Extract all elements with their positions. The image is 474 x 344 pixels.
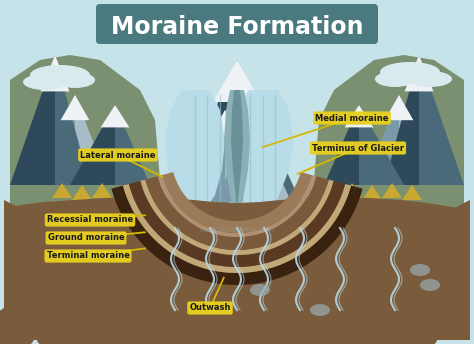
Text: Outwash: Outwash bbox=[189, 303, 231, 312]
Ellipse shape bbox=[55, 72, 95, 88]
Polygon shape bbox=[342, 183, 362, 198]
Polygon shape bbox=[145, 176, 329, 250]
Polygon shape bbox=[364, 95, 399, 185]
Polygon shape bbox=[72, 185, 92, 200]
Polygon shape bbox=[162, 172, 312, 233]
Polygon shape bbox=[30, 95, 75, 185]
Polygon shape bbox=[224, 90, 250, 210]
Polygon shape bbox=[229, 90, 294, 215]
Polygon shape bbox=[115, 105, 150, 185]
Polygon shape bbox=[382, 183, 402, 198]
Polygon shape bbox=[237, 60, 304, 210]
Ellipse shape bbox=[37, 315, 437, 344]
Ellipse shape bbox=[304, 310, 444, 344]
Text: Recessial moraine: Recessial moraine bbox=[47, 215, 133, 225]
Polygon shape bbox=[123, 184, 351, 273]
Polygon shape bbox=[61, 95, 90, 120]
Ellipse shape bbox=[0, 302, 65, 338]
Polygon shape bbox=[112, 185, 132, 200]
Polygon shape bbox=[405, 55, 433, 92]
Text: www.VectorMine.com: www.VectorMine.com bbox=[200, 227, 274, 233]
Polygon shape bbox=[324, 105, 359, 185]
Polygon shape bbox=[231, 90, 243, 208]
Polygon shape bbox=[235, 110, 264, 138]
Polygon shape bbox=[100, 105, 129, 127]
Polygon shape bbox=[111, 185, 363, 285]
Polygon shape bbox=[158, 175, 316, 237]
Text: Ground moraine: Ground moraine bbox=[47, 234, 124, 243]
Polygon shape bbox=[52, 183, 72, 198]
Polygon shape bbox=[314, 55, 464, 220]
Text: Lateral moraine: Lateral moraine bbox=[80, 151, 156, 160]
Polygon shape bbox=[10, 10, 464, 220]
Polygon shape bbox=[362, 185, 382, 200]
Polygon shape bbox=[4, 197, 470, 340]
Polygon shape bbox=[209, 110, 241, 138]
Polygon shape bbox=[4, 200, 100, 340]
Polygon shape bbox=[10, 55, 55, 185]
FancyBboxPatch shape bbox=[96, 4, 378, 44]
Polygon shape bbox=[345, 105, 374, 127]
Ellipse shape bbox=[380, 62, 440, 82]
Ellipse shape bbox=[420, 279, 440, 291]
Polygon shape bbox=[249, 110, 295, 210]
Polygon shape bbox=[92, 183, 112, 198]
Polygon shape bbox=[225, 110, 275, 210]
Polygon shape bbox=[129, 181, 345, 267]
Polygon shape bbox=[41, 55, 69, 92]
Polygon shape bbox=[55, 55, 90, 185]
Polygon shape bbox=[165, 90, 225, 215]
Ellipse shape bbox=[30, 310, 170, 344]
Ellipse shape bbox=[23, 74, 67, 90]
Ellipse shape bbox=[410, 264, 430, 276]
Polygon shape bbox=[402, 185, 422, 200]
Polygon shape bbox=[384, 55, 419, 185]
Ellipse shape bbox=[408, 71, 452, 87]
Polygon shape bbox=[185, 110, 225, 210]
Ellipse shape bbox=[30, 65, 90, 85]
Ellipse shape bbox=[310, 304, 330, 316]
Polygon shape bbox=[215, 110, 249, 210]
Polygon shape bbox=[140, 180, 334, 255]
Polygon shape bbox=[374, 200, 470, 340]
Text: Terminus of Glacier: Terminus of Glacier bbox=[312, 143, 404, 152]
Polygon shape bbox=[399, 95, 444, 185]
Polygon shape bbox=[75, 95, 110, 185]
Text: Terminal moraine: Terminal moraine bbox=[46, 251, 129, 260]
Polygon shape bbox=[70, 105, 115, 185]
Text: Medial moraine: Medial moraine bbox=[315, 114, 389, 122]
Polygon shape bbox=[216, 200, 258, 218]
Polygon shape bbox=[213, 60, 261, 102]
Text: Moraine Formation: Moraine Formation bbox=[111, 15, 363, 39]
Ellipse shape bbox=[250, 284, 270, 296]
Polygon shape bbox=[10, 55, 160, 220]
Polygon shape bbox=[384, 95, 413, 120]
Polygon shape bbox=[419, 55, 464, 185]
Polygon shape bbox=[359, 105, 404, 185]
Ellipse shape bbox=[375, 71, 415, 87]
Polygon shape bbox=[163, 205, 310, 224]
Ellipse shape bbox=[0, 320, 35, 344]
Polygon shape bbox=[170, 60, 237, 210]
